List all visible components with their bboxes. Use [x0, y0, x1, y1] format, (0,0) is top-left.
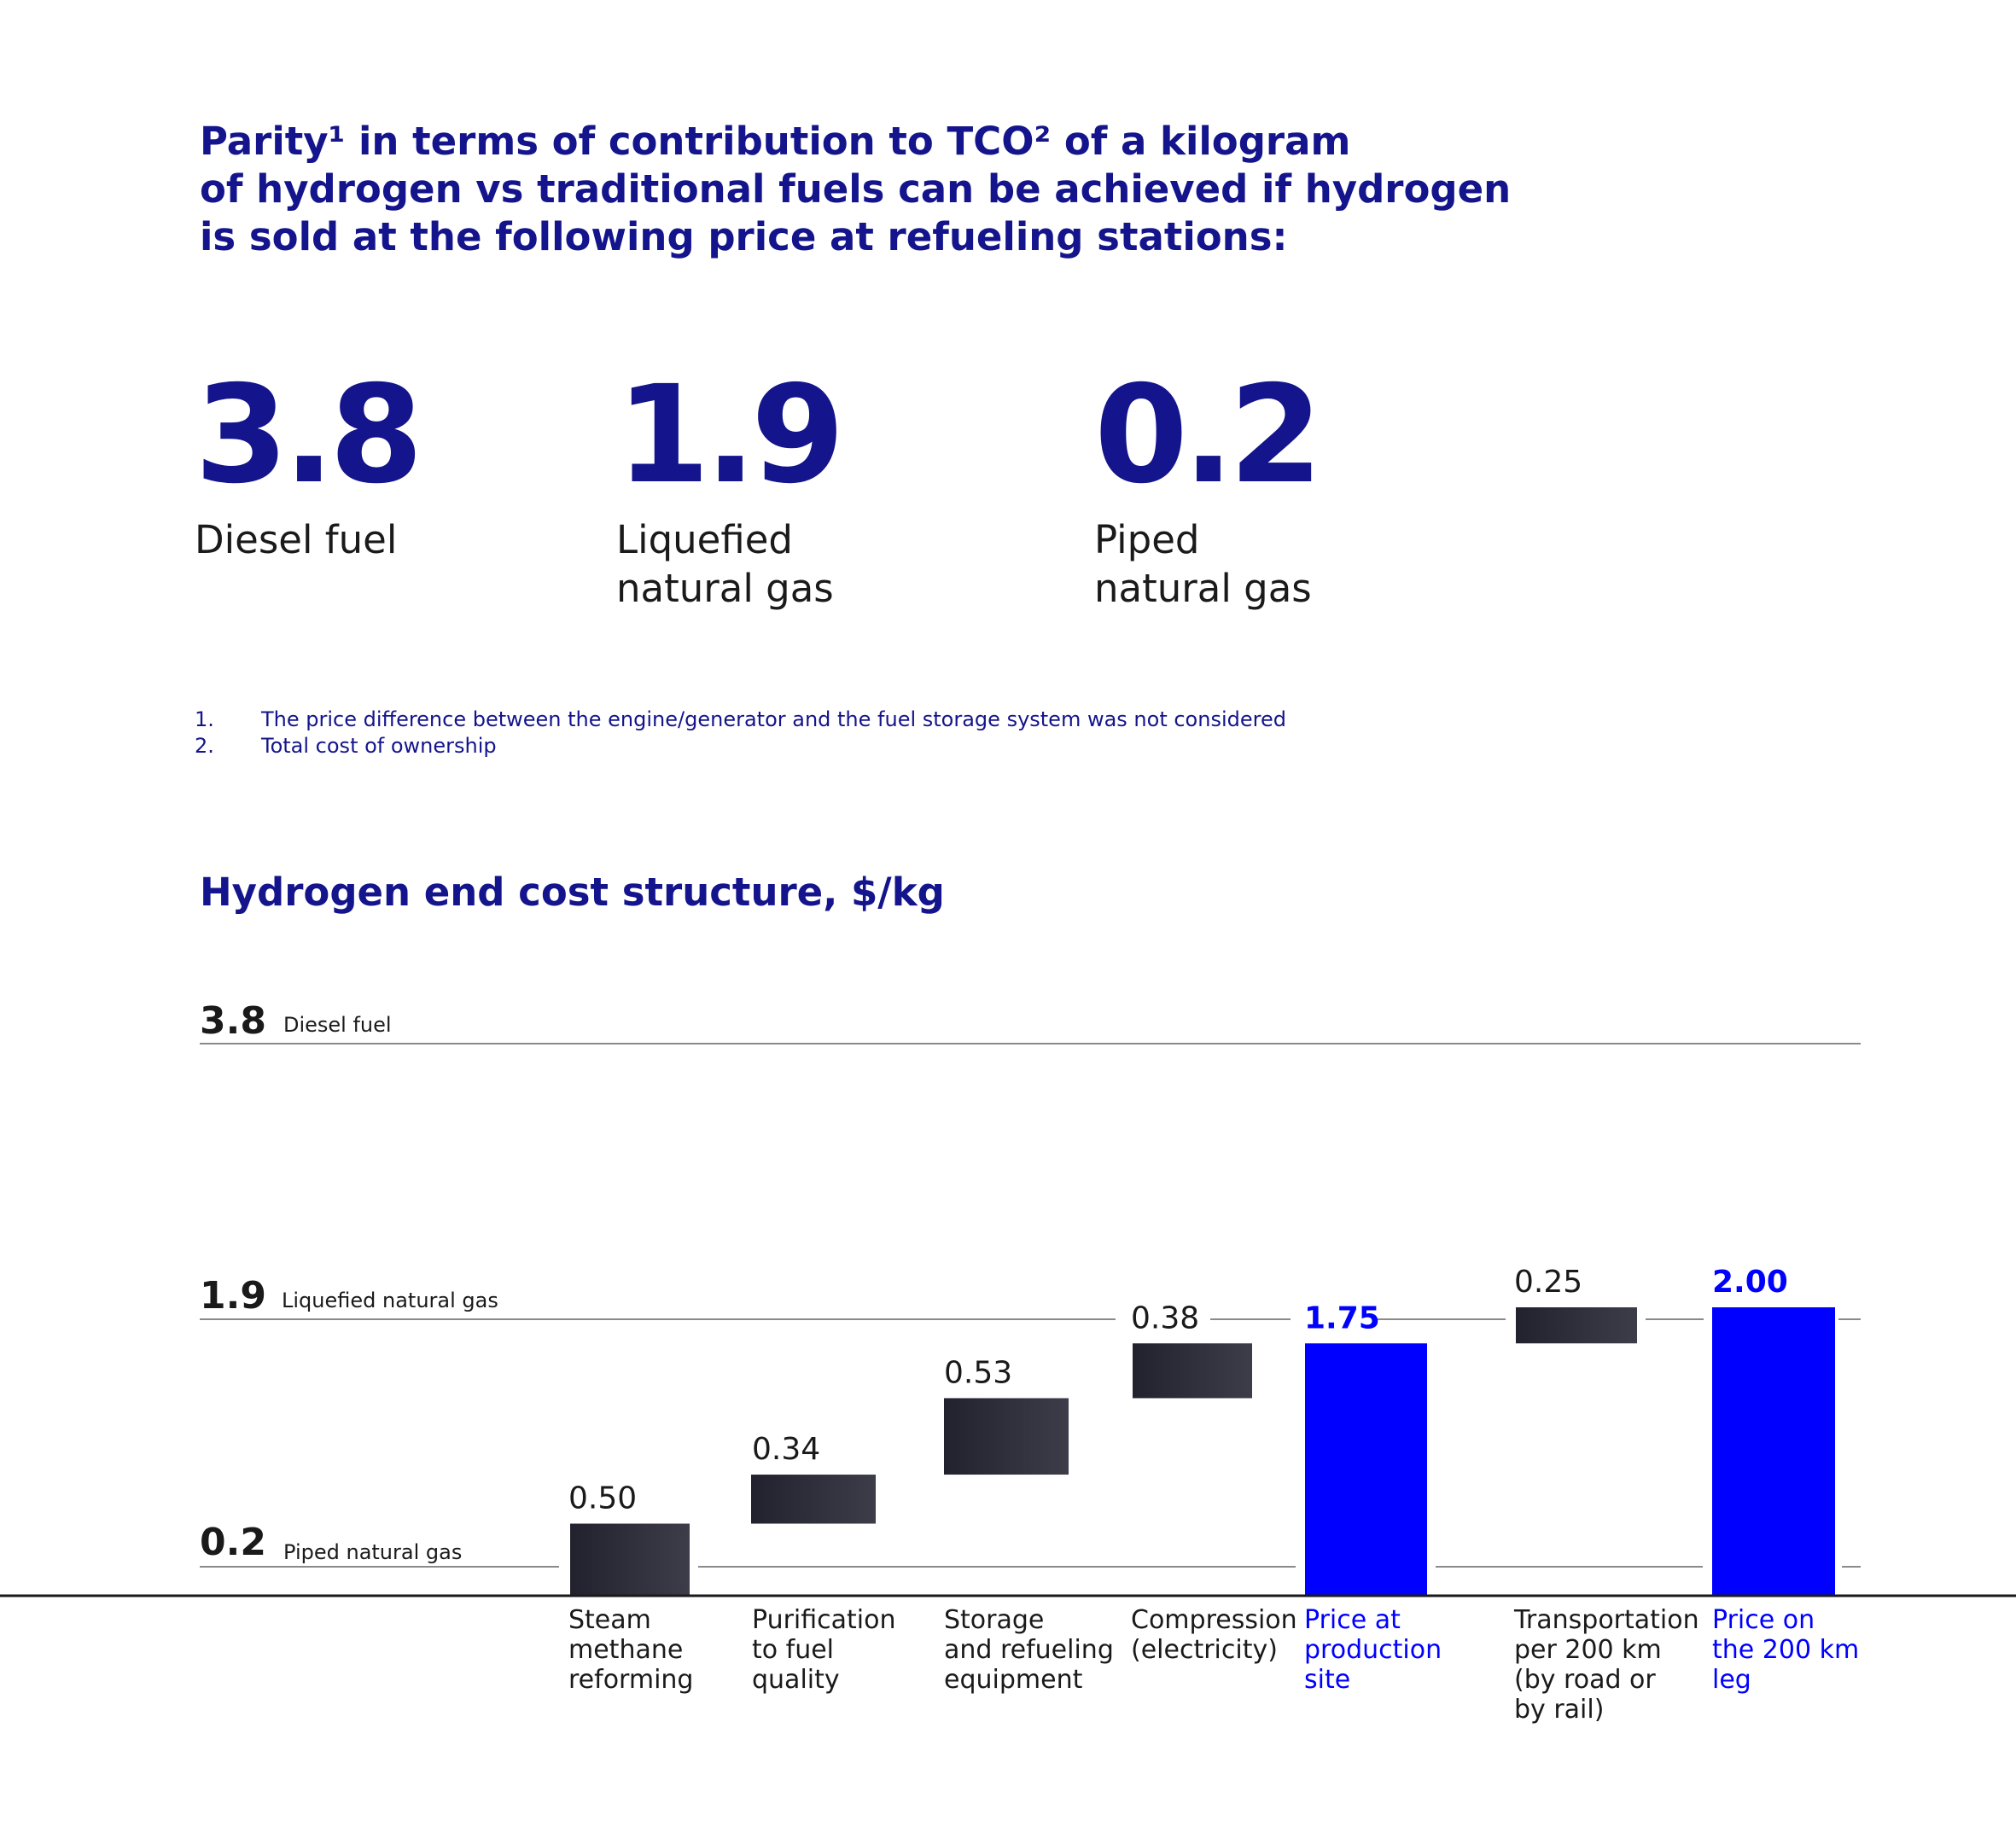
- stat-value: 0.2: [1094, 357, 1323, 514]
- category-label: Purification: [752, 1605, 896, 1635]
- stat-label-line: natural gas: [1094, 566, 1312, 611]
- chart-title: Hydrogen end cost structure, $/kg: [200, 870, 945, 915]
- category-label: and refueling: [944, 1635, 1114, 1665]
- category-label: the 200 km: [1712, 1635, 1859, 1665]
- category-label: (by road or: [1514, 1665, 1656, 1695]
- reference-label: Diesel fuel: [283, 1013, 392, 1037]
- reference-value: 1.9: [200, 1274, 266, 1318]
- stat-label: Piped natural gas: [1094, 515, 1318, 613]
- bar-value-label: 2.00: [1712, 1265, 1788, 1300]
- stat-label-line: Diesel fuel: [195, 517, 398, 562]
- category-label: Price on: [1712, 1605, 1815, 1635]
- bar-value-label: 0.38: [1131, 1300, 1199, 1335]
- category-label: quality: [752, 1665, 840, 1695]
- delta-bar: [570, 1523, 690, 1596]
- category-label: by rail): [1514, 1695, 1604, 1725]
- stat-value: 1.9: [616, 357, 845, 514]
- footnote-number: 1.: [195, 707, 214, 731]
- category-label: Storage: [944, 1605, 1044, 1635]
- category-label: Steam: [568, 1605, 651, 1635]
- footnote-number: 2.: [195, 734, 214, 758]
- stat-lng: 1.9 Liquefied natural gas: [616, 357, 845, 613]
- category-label: (electricity): [1131, 1635, 1278, 1665]
- category-label: equipment: [944, 1665, 1083, 1695]
- category-label: per 200 km: [1514, 1635, 1662, 1665]
- stat-value: 3.8: [195, 357, 423, 514]
- stat-piped-gas: 0.2 Piped natural gas: [1094, 357, 1323, 613]
- footnote: 2. Total cost of ownership: [195, 733, 1286, 759]
- delta-bar: [751, 1475, 876, 1524]
- headline: Parity¹ in terms of contribution to TCO²…: [200, 118, 1531, 261]
- stat-label-line: Liquefied: [616, 517, 793, 562]
- headline-line: Parity¹ in terms of contribution to TCO²…: [200, 119, 1351, 164]
- category-label: leg: [1712, 1665, 1751, 1695]
- reference-value: 0.2: [200, 1521, 266, 1564]
- category-label: Transportation: [1513, 1605, 1699, 1635]
- category-label: Price at: [1304, 1605, 1401, 1635]
- headline-line: of hydrogen vs traditional fuels can be …: [200, 166, 1512, 212]
- footnote-text: Total cost of ownership: [261, 734, 497, 758]
- stat-label-line: natural gas: [616, 566, 834, 611]
- stat-diesel: 3.8 Diesel fuel: [195, 357, 423, 564]
- category-label: Compression: [1131, 1605, 1297, 1635]
- total-bar: [1305, 1343, 1427, 1596]
- category-label: reforming: [568, 1665, 693, 1695]
- category-label: site: [1304, 1665, 1350, 1695]
- stat-label-line: Piped: [1094, 517, 1200, 562]
- category-label: to fuel: [752, 1635, 834, 1665]
- bar-value-label: 0.53: [944, 1355, 1012, 1390]
- reference-value: 3.8: [200, 999, 266, 1043]
- total-bar: [1712, 1307, 1835, 1596]
- bar-value-label: 1.75: [1304, 1300, 1380, 1335]
- bar-value-label: 0.25: [1514, 1265, 1582, 1300]
- category-label: methane: [568, 1635, 683, 1665]
- reference-label: Piped natural gas: [283, 1540, 462, 1564]
- footnote-text: The price difference between the engine/…: [261, 707, 1286, 731]
- bar-value-label: 0.34: [752, 1432, 820, 1467]
- headline-line: is sold at the following price at refuel…: [200, 214, 1288, 259]
- delta-bar: [1133, 1343, 1252, 1399]
- stat-label: Diesel fuel: [195, 515, 418, 564]
- footnotes: 1. The price difference between the engi…: [195, 707, 1286, 759]
- delta-bar: [1516, 1307, 1637, 1344]
- bar-value-label: 0.50: [568, 1481, 637, 1516]
- stat-label: Liquefied natural gas: [616, 515, 840, 613]
- reference-label: Liquefied natural gas: [282, 1289, 498, 1312]
- category-label: production: [1304, 1635, 1442, 1665]
- delta-bar: [944, 1398, 1069, 1475]
- footnote: 1. The price difference between the engi…: [195, 707, 1286, 733]
